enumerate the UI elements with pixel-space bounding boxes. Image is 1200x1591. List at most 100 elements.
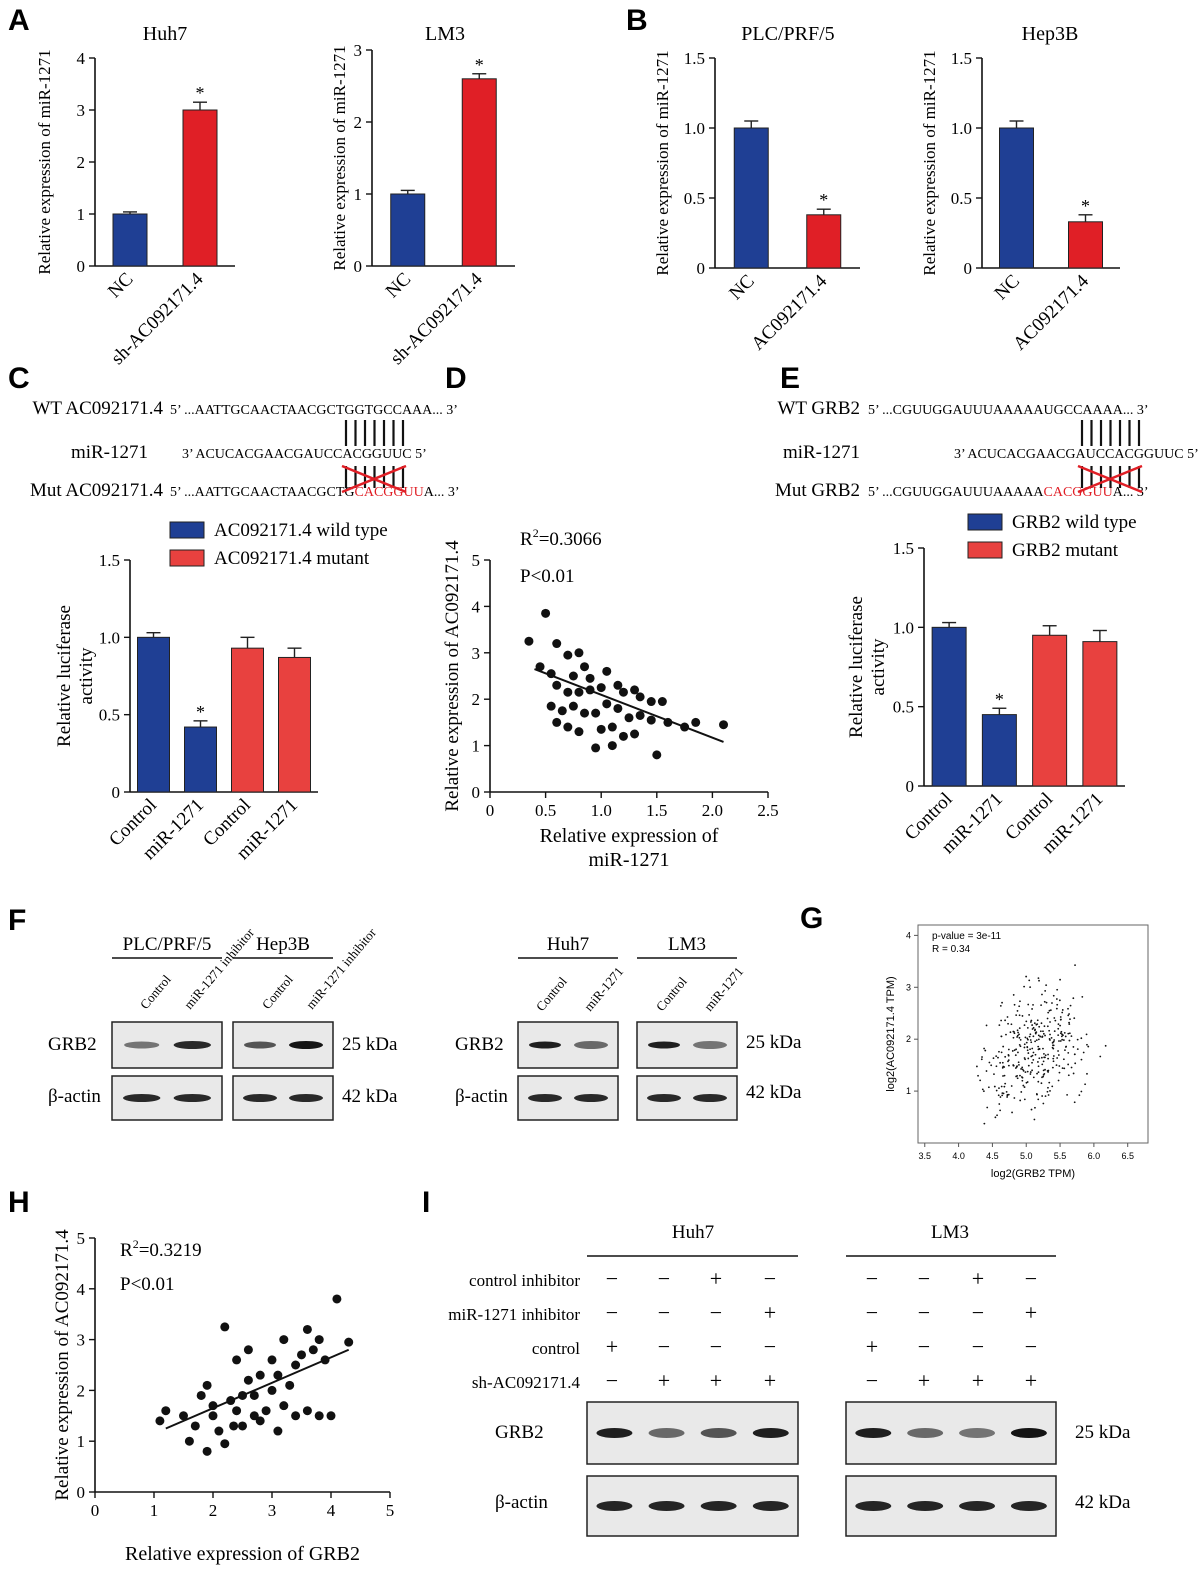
x-tick-label: 1.0 <box>591 801 612 820</box>
data-point <box>1024 1036 1027 1039</box>
data-point <box>220 1322 230 1332</box>
seq-mut: 5’ ...AATTGCAACTAACGCTGCACGGUUA... 3’ <box>170 485 460 500</box>
data-point <box>1002 1045 1005 1048</box>
data-point <box>1003 1066 1006 1068</box>
data-point <box>988 1061 991 1064</box>
r-squared-label: R2=0.3219 <box>120 1237 202 1261</box>
regression-line <box>534 668 724 743</box>
blot-band <box>574 1041 608 1049</box>
data-point <box>524 636 534 646</box>
condition-label: miR-1271 inhibitor <box>448 1305 580 1324</box>
data-point <box>1016 1036 1018 1038</box>
data-point <box>1048 1009 1051 1012</box>
data-point <box>1049 1039 1051 1041</box>
data-point <box>1056 988 1059 991</box>
data-point <box>1052 994 1055 997</box>
condition-mark: − <box>764 1334 776 1359</box>
data-point <box>1072 1072 1075 1075</box>
data-point <box>1043 1000 1046 1003</box>
x-tick-label: AC092171.4 <box>747 270 831 354</box>
data-point <box>1031 1024 1034 1026</box>
data-point <box>1022 1084 1025 1087</box>
condition-mark: + <box>972 1368 984 1393</box>
data-point <box>1080 1058 1083 1061</box>
data-point <box>1012 1030 1015 1033</box>
bar <box>461 78 497 267</box>
data-point <box>1060 1030 1063 1033</box>
data-point <box>552 717 562 727</box>
blot-band <box>647 1094 681 1102</box>
data-point <box>1067 1014 1070 1017</box>
x-tick-label: 0 <box>91 1501 100 1520</box>
data-point <box>1029 1071 1032 1073</box>
data-point <box>1072 1046 1075 1048</box>
data-point <box>1007 1054 1010 1057</box>
data-point <box>1041 1095 1044 1097</box>
panel-label-b: B <box>626 4 648 37</box>
legend-swatch <box>169 521 205 539</box>
data-point <box>574 648 584 658</box>
data-point <box>998 1024 1001 1026</box>
condition-mark: + <box>764 1300 776 1325</box>
y-tick-label: 3 <box>77 101 86 120</box>
data-point <box>1023 985 1026 988</box>
blot-band <box>596 1501 633 1511</box>
data-point <box>1053 1030 1056 1033</box>
data-point <box>1007 1022 1009 1025</box>
x-tick-label: 5.5 <box>1054 1151 1067 1161</box>
data-point <box>1057 1027 1060 1030</box>
data-point <box>1018 1005 1021 1008</box>
data-point <box>1061 1067 1064 1070</box>
blot-band <box>855 1501 892 1511</box>
data-point <box>1081 995 1084 998</box>
condition-mark: − <box>1025 1334 1037 1359</box>
data-point <box>1064 1046 1067 1048</box>
condition-mark: − <box>658 1266 670 1291</box>
data-point <box>255 1370 265 1380</box>
bar <box>231 647 264 793</box>
data-point <box>302 1324 312 1334</box>
data-point <box>585 673 595 683</box>
condition-mark: + <box>1025 1368 1037 1393</box>
data-point <box>1004 1019 1007 1022</box>
data-point <box>1042 1060 1045 1063</box>
data-point <box>1005 1090 1008 1093</box>
bar-chart-plc-mir1271: 0 0.5 1.0 1.5 PLC/PRF/5 Relative expression o… <box>653 23 860 355</box>
band-size: 42 kDa <box>1075 1492 1131 1513</box>
data-point <box>1019 1099 1022 1102</box>
data-point <box>1031 1061 1033 1064</box>
data-point <box>1016 1010 1019 1012</box>
blot-band <box>528 1094 562 1102</box>
bar-chart-lm3-mir1271: 0 1 2 3 LM3 Relative expression of miR-1271 NC… <box>330 23 515 369</box>
data-point <box>613 680 623 690</box>
bar <box>981 714 1017 787</box>
blot-band <box>289 1094 323 1102</box>
data-point <box>1031 1008 1033 1010</box>
y-tick-label: 1 <box>77 1432 86 1451</box>
blot-band <box>693 1094 727 1102</box>
bar <box>1068 221 1103 269</box>
data-point <box>1069 1018 1071 1021</box>
data-point <box>998 1103 1001 1105</box>
blot-bands <box>586 1401 1057 1537</box>
data-point <box>607 722 617 732</box>
panel-label-a: A <box>8 4 30 37</box>
data-point <box>1058 999 1061 1002</box>
data-point <box>208 1411 218 1421</box>
data-point <box>179 1411 188 1421</box>
bar <box>390 193 426 267</box>
data-point <box>1007 1048 1010 1051</box>
scatter-plot-d: 0 1 2 3 4 5 0 0.5 1.0 1.5 2.0 2.5 R2=0.3066 P<0.01 Rel… <box>442 526 779 871</box>
chart-title: PLC/PRF/5 <box>741 23 834 45</box>
panel-label-f: F <box>8 904 26 937</box>
data-point <box>1036 1019 1039 1022</box>
condition-mark: − <box>606 1266 618 1291</box>
plot-frame <box>917 924 1149 1144</box>
data-point <box>1080 1037 1083 1040</box>
data-point <box>1038 979 1040 982</box>
x-tick-label: 3.5 <box>919 1151 932 1161</box>
data-point <box>1013 1097 1016 1099</box>
blot-band <box>693 1041 727 1049</box>
data-point <box>1069 1004 1072 1007</box>
data-point <box>1059 978 1061 981</box>
